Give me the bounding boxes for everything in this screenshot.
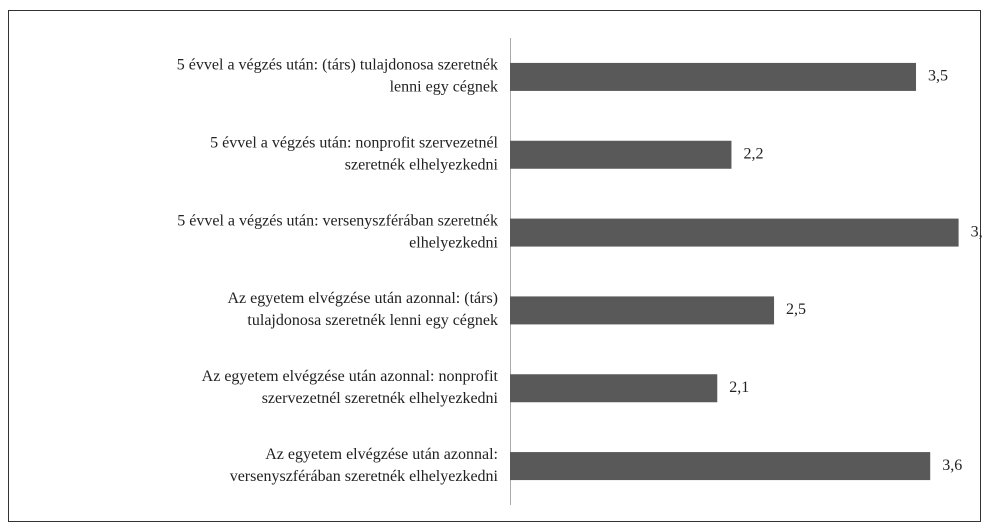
data-label: 2,1 <box>729 379 749 396</box>
category-label: Az egyetem elvégzése után azonnal: <box>265 446 498 463</box>
category-label: 5 évvel a végzés után: (társ) tulajdonos… <box>177 57 498 74</box>
category-label: szeretnék elhelyezkedni <box>345 156 499 173</box>
data-label: 2,5 <box>786 301 806 318</box>
category-label: elhelyezkedni <box>409 234 498 251</box>
category-label: Az egyetem elvégzése után azonnal: (társ… <box>227 290 498 307</box>
bar <box>510 296 775 325</box>
category-label: Az egyetem elvégzése után azonnal: nonpr… <box>202 368 499 385</box>
category-label: versenyszférában szeretnék elhelyezkedni <box>230 468 499 485</box>
bar <box>510 140 732 169</box>
data-label: 3,6 <box>942 457 962 474</box>
category-label: tulajdonosa szeretnék lenni egy cégnek <box>247 312 498 329</box>
data-label: 3,8 <box>971 223 982 240</box>
bar <box>510 218 959 247</box>
category-label: szervezetnél szeretnék elhelyezkedni <box>262 390 499 407</box>
data-label: 2,2 <box>743 145 763 162</box>
bar <box>510 62 917 91</box>
category-label: 5 évvel a végzés után: versenyszférában … <box>177 212 498 229</box>
category-label: 5 évvel a végzés után: nonprofit szervez… <box>210 134 498 151</box>
category-label: lenni egy cégnek <box>390 79 498 96</box>
bar <box>510 452 931 481</box>
data-label: 3,5 <box>928 68 948 85</box>
bar <box>510 374 718 403</box>
chart-frame <box>8 10 981 522</box>
